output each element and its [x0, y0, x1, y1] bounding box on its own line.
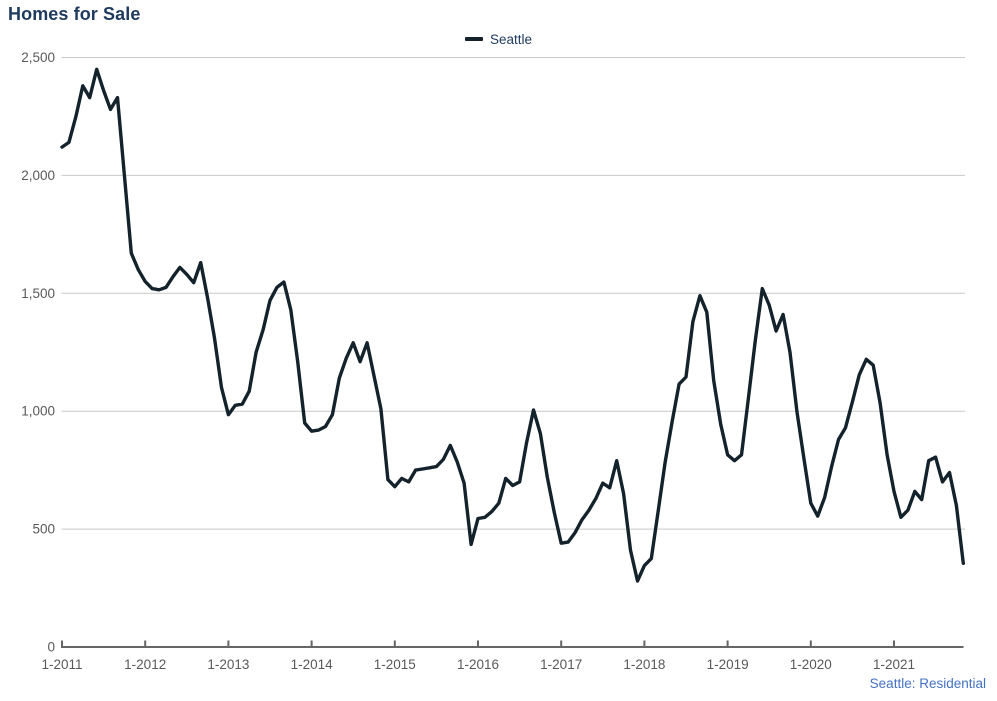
y-tick-label: 500 — [32, 522, 55, 537]
x-tick-label: 1-2011 — [41, 657, 82, 672]
y-tick-label: 2,500 — [21, 50, 55, 65]
y-axis-labels: 0 500 1,000 1,500 2,000 2,500 — [21, 50, 55, 655]
x-tick-label: 1-2019 — [707, 657, 749, 672]
x-tick-label: 1-2018 — [623, 657, 665, 672]
source-link[interactable]: Seattle: Residential — [869, 676, 986, 691]
x-axis — [61, 640, 964, 648]
chart-title: Homes for Sale — [8, 4, 141, 24]
series-line-seattle — [60, 67, 965, 583]
x-axis-labels: 1-2011 1-2012 1-2013 1-2014 1-2015 1-2016 1-20… — [41, 657, 915, 672]
x-tick-label: 1-2013 — [207, 657, 249, 672]
x-tick-label: 1-2020 — [790, 657, 832, 672]
y-tick-label: 2,000 — [21, 168, 55, 183]
x-tick-label: 1-2017 — [540, 657, 582, 672]
y-tick-label: 1,500 — [21, 286, 55, 301]
x-tick-label: 1-2021 — [873, 657, 915, 672]
x-tick-label: 1-2014 — [291, 657, 334, 672]
legend: Seattle — [0, 31, 997, 47]
legend-line-icon — [464, 37, 483, 41]
y-tick-label: 1,000 — [21, 404, 55, 419]
x-tick-label: 1-2012 — [124, 657, 166, 672]
y-tick-label: 0 — [47, 640, 55, 655]
x-tick-label: 1-2016 — [457, 657, 499, 672]
y-gridlines — [61, 57, 965, 530]
x-tick-label: 1-2015 — [374, 657, 416, 672]
legend-label: Seattle — [489, 31, 533, 47]
